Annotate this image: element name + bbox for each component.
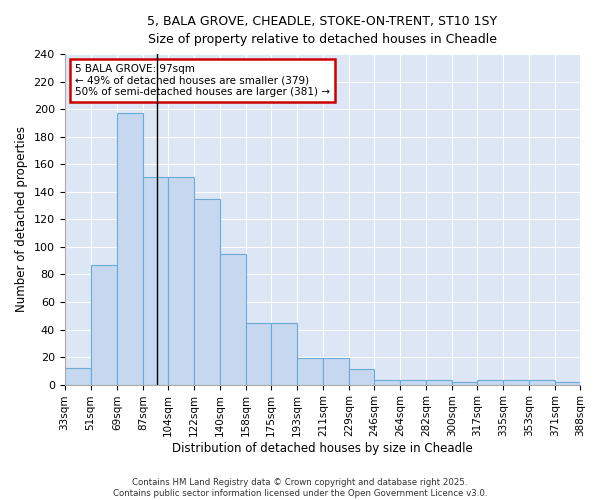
Bar — [297, 358, 323, 384]
Text: Contains HM Land Registry data © Crown copyright and database right 2025.
Contai: Contains HM Land Registry data © Crown c… — [113, 478, 487, 498]
Bar — [426, 380, 452, 384]
Bar — [323, 358, 349, 384]
Bar — [452, 382, 477, 384]
Bar — [503, 380, 529, 384]
Bar — [220, 254, 246, 384]
Bar — [271, 322, 297, 384]
Bar — [194, 198, 220, 384]
Bar — [400, 380, 426, 384]
X-axis label: Distribution of detached houses by size in Cheadle: Distribution of detached houses by size … — [172, 442, 473, 455]
Bar — [91, 265, 117, 384]
Bar — [117, 114, 143, 384]
Bar — [477, 380, 503, 384]
Bar — [167, 176, 194, 384]
Bar — [349, 370, 374, 384]
Bar — [374, 380, 400, 384]
Bar — [143, 176, 167, 384]
Title: 5, BALA GROVE, CHEADLE, STOKE-ON-TRENT, ST10 1SY
Size of property relative to de: 5, BALA GROVE, CHEADLE, STOKE-ON-TRENT, … — [147, 15, 497, 46]
Bar — [65, 368, 91, 384]
Text: 5 BALA GROVE: 97sqm
← 49% of detached houses are smaller (379)
50% of semi-detac: 5 BALA GROVE: 97sqm ← 49% of detached ho… — [75, 64, 330, 97]
Bar — [556, 382, 580, 384]
Bar — [529, 380, 556, 384]
Y-axis label: Number of detached properties: Number of detached properties — [15, 126, 28, 312]
Bar — [246, 322, 271, 384]
